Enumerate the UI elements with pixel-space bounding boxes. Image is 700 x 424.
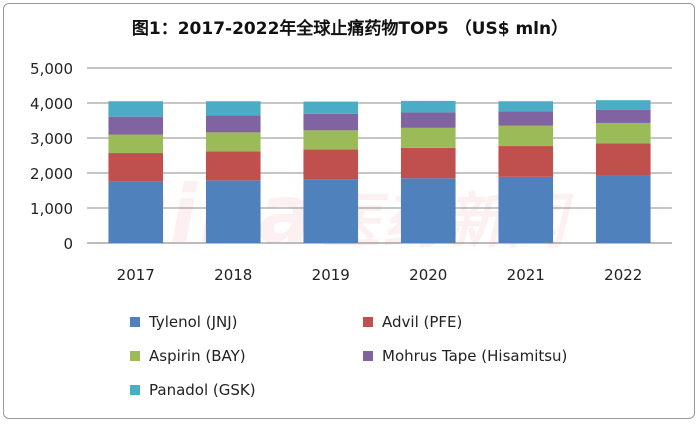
bar-segment [595,122,651,144]
bar-segment [205,115,261,133]
x-tick-label: 2021 [507,266,545,284]
bar-segment [303,130,359,150]
bar-segment [205,132,261,152]
bar-segment [498,111,554,126]
bar-segment [498,176,554,243]
bar-segment [498,101,554,112]
bar-segment [205,151,261,181]
bar-segment [108,101,164,117]
bar-segment [595,100,651,110]
bar-segment [400,147,456,179]
bar-segment [400,178,456,243]
bar-segment [205,180,261,243]
bar-segment [400,127,456,148]
bar-segment [498,146,554,177]
bar-segment [498,125,554,147]
x-tick-label: 2017 [117,266,155,284]
x-tick-label: 2020 [409,266,447,284]
y-tick-label: 3,000 [30,130,73,148]
y-tick-label: 4,000 [30,95,73,113]
x-tick-label: 2022 [604,266,642,284]
bar-segment [205,101,261,116]
chart-title: 图1：2017-2022年全球止痛药物TOP5 （US$ mln） [131,19,569,39]
bar-segment [108,181,164,243]
bar-segment [303,179,359,243]
bar-segment [303,101,359,114]
x-tick-label: 2019 [312,266,350,284]
y-tick-label: 1,000 [30,200,73,218]
bar-segment [108,116,164,135]
bar-segment [108,134,164,154]
bar-segment [400,100,456,113]
y-tick-label: 2,000 [30,165,73,183]
bar-segment [400,112,456,128]
x-tick-label: 2018 [214,266,252,284]
bar-segment [303,113,359,131]
bar-segment [108,153,164,182]
bar-segment [303,149,359,180]
bar-segment [595,175,651,243]
y-tick-label: 5,000 [30,60,73,78]
bar-segment [595,143,651,176]
y-tick-label: 0 [63,235,73,253]
bar-segment [595,109,651,123]
